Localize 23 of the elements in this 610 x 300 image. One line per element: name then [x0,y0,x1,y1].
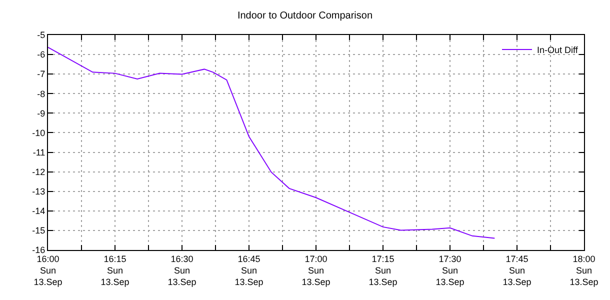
chart-title: Indoor to Outdoor Comparison [237,10,373,22]
y-tick-label: -5 [37,30,46,40]
x-tick-label: 17:00 Sun 13.Sep [302,254,330,288]
y-tick-label: -9 [37,108,46,118]
x-tick-label: 18:00 Sun 13.Sep [570,254,598,288]
y-tick-label: -14 [32,206,46,216]
x-tick-label: 17:30 Sun 13.Sep [436,254,464,288]
x-tick-label: 17:45 Sun 13.Sep [502,254,532,288]
y-tick-label: -15 [32,226,46,236]
x-tick-label: 16:45 Sun 13.Sep [234,254,264,288]
y-tick-label: -12 [32,166,46,177]
y-tick-label: -7 [37,69,46,80]
legend-label: In-Out Diff [537,45,578,56]
y-tick-label: -6 [37,50,46,60]
x-tick-label: 16:30 Sun 13.Sep [168,254,196,288]
x-tick-label: 17:15 Sun 13.Sep [368,254,398,288]
x-tick-label: 16:15 Sun 13.Sep [100,254,130,288]
y-tick-label: -13 [32,186,46,197]
y-tick-label: -16 [32,245,46,256]
y-tick-label: -11 [32,147,46,158]
y-tick-label: -10 [32,128,46,138]
x-tick-label: 16:00 Sun 13.Sep [34,254,62,288]
y-tick-label: -8 [37,88,46,99]
